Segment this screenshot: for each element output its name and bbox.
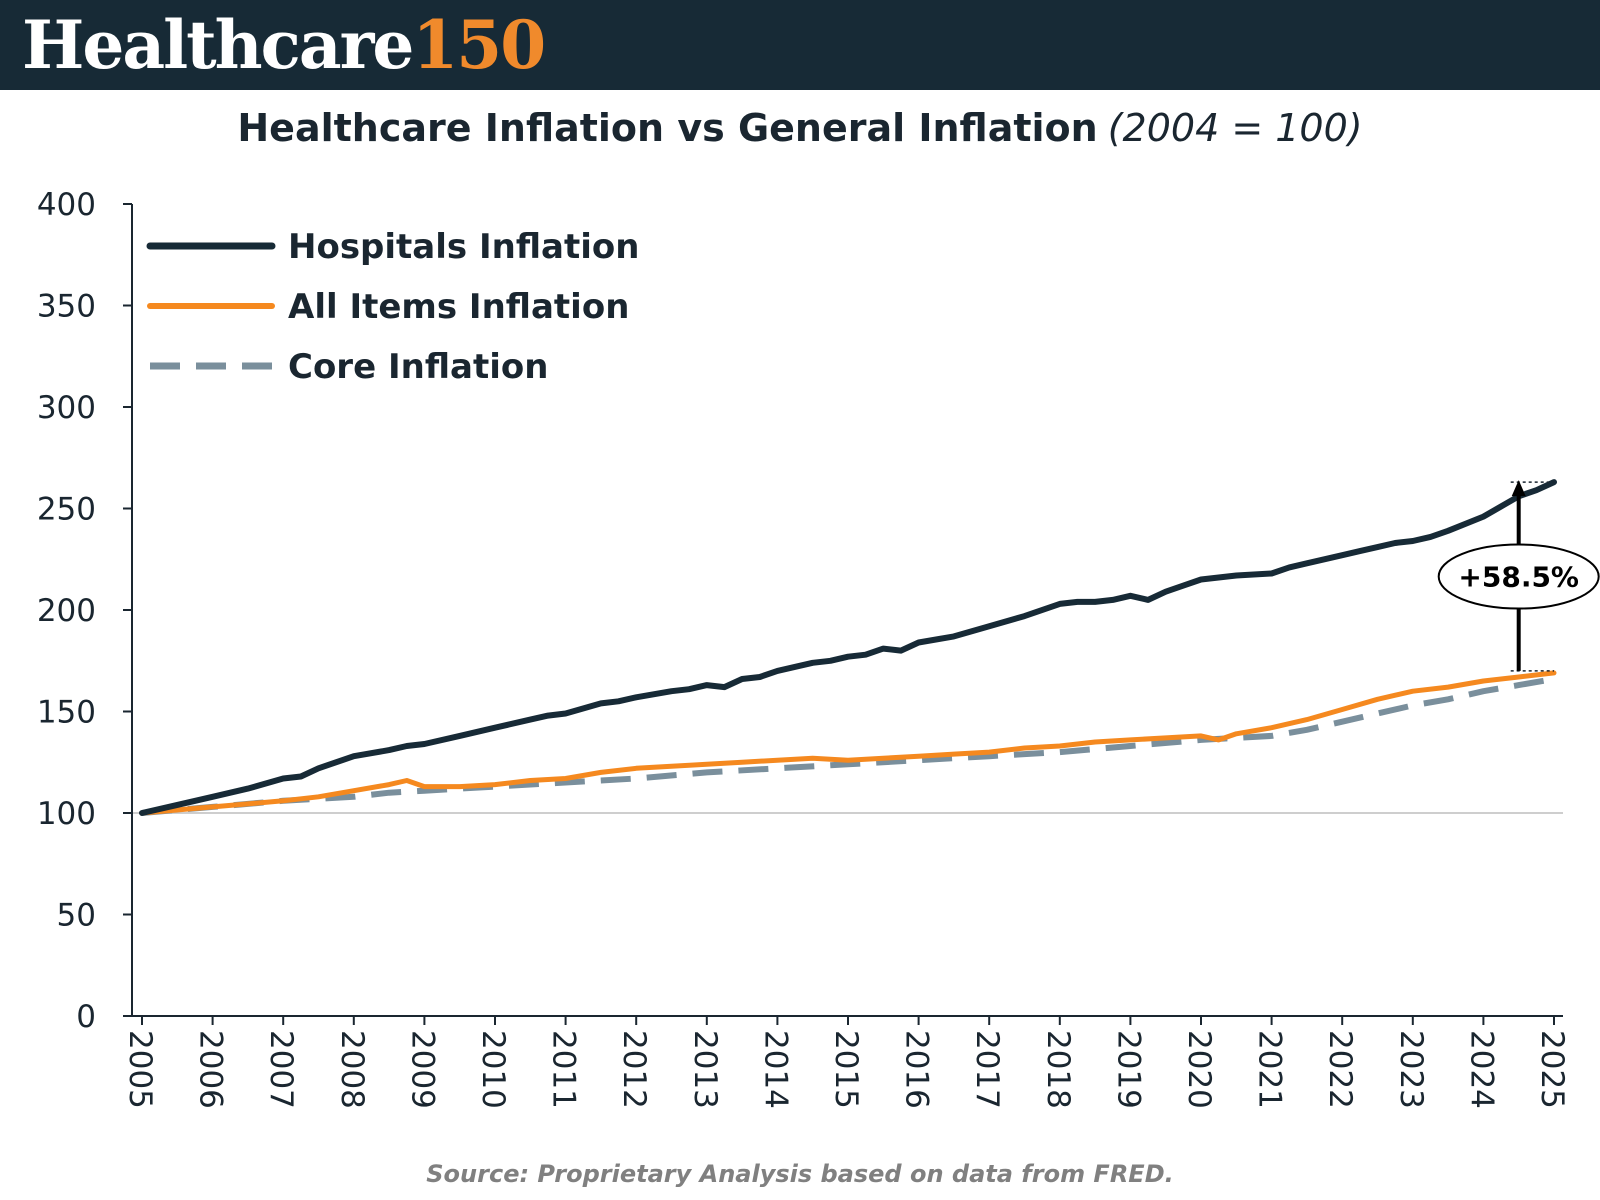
y-tick-label: 150 <box>37 695 96 731</box>
x-tick-label: 2020 <box>1181 1030 1217 1109</box>
x-tick-label: 2024 <box>1463 1030 1499 1109</box>
annotation-arrow-head <box>1511 480 1526 497</box>
x-tick-label: 2014 <box>757 1030 793 1109</box>
y-tick-label: 250 <box>37 492 96 528</box>
x-tick-label: 2015 <box>828 1030 864 1109</box>
x-tick-label: 2006 <box>193 1030 229 1109</box>
x-tick-label: 2013 <box>687 1030 723 1109</box>
x-tick-label: 2007 <box>263 1030 299 1109</box>
x-tick-label: 2018 <box>1040 1030 1076 1109</box>
x-tick-label: 2023 <box>1393 1030 1429 1109</box>
series-line-core-inflation <box>141 676 1555 816</box>
chart-title-block: Healthcare Inflation vs General Inflatio… <box>0 100 1600 156</box>
y-tick-label: 100 <box>37 796 96 832</box>
annotation-bubble <box>1437 543 1600 610</box>
brand-logo: Healthcare150 <box>22 6 546 84</box>
x-tick-label: 2005 <box>122 1030 158 1109</box>
series-line-all-items-inflation <box>139 670 1557 816</box>
x-tick-label: 2008 <box>334 1030 370 1109</box>
annotation-label: +58.5% <box>1458 561 1579 594</box>
header-banner: Healthcare150 <box>0 0 1600 90</box>
brand-number: 150 <box>412 6 546 84</box>
legend-label: All Items Inflation <box>288 287 629 327</box>
y-tick-label: 200 <box>37 593 96 629</box>
x-tick-label: 2011 <box>546 1030 582 1109</box>
source-note: Source: Proprietary Analysis based on da… <box>426 1160 1174 1188</box>
x-tick-label: 2016 <box>899 1030 935 1109</box>
x-tick-label: 2021 <box>1252 1030 1288 1109</box>
legend-label: Hospitals Inflation <box>288 227 639 267</box>
series-line-hospitals-inflation <box>139 479 1557 816</box>
x-tick-label: 2012 <box>616 1030 652 1109</box>
y-tick-label: 50 <box>57 898 96 934</box>
x-tick-label: 2022 <box>1322 1030 1358 1109</box>
legend-label: Core Inflation <box>288 347 548 387</box>
x-tick-label: 2017 <box>969 1030 1005 1109</box>
chart-title: Healthcare Inflation vs General Inflatio… <box>237 106 1098 150</box>
x-tick-label: 2019 <box>1110 1030 1146 1109</box>
y-tick-label: 0 <box>76 999 96 1035</box>
x-tick-label: 2025 <box>1534 1030 1570 1109</box>
y-tick-label: 400 <box>37 187 96 223</box>
chart-subtitle: (2004 = 100) <box>1107 106 1363 150</box>
x-tick-label: 2010 <box>475 1030 511 1109</box>
y-tick-label: 300 <box>37 390 96 426</box>
line-chart: 0 50 100 150 200 250 300 350 400 2005 2006 2007 2008… <box>37 187 1600 1109</box>
brand-word: Healthcare <box>22 6 414 84</box>
x-tick-label: 2009 <box>404 1030 440 1109</box>
y-tick-label: 350 <box>37 289 96 325</box>
